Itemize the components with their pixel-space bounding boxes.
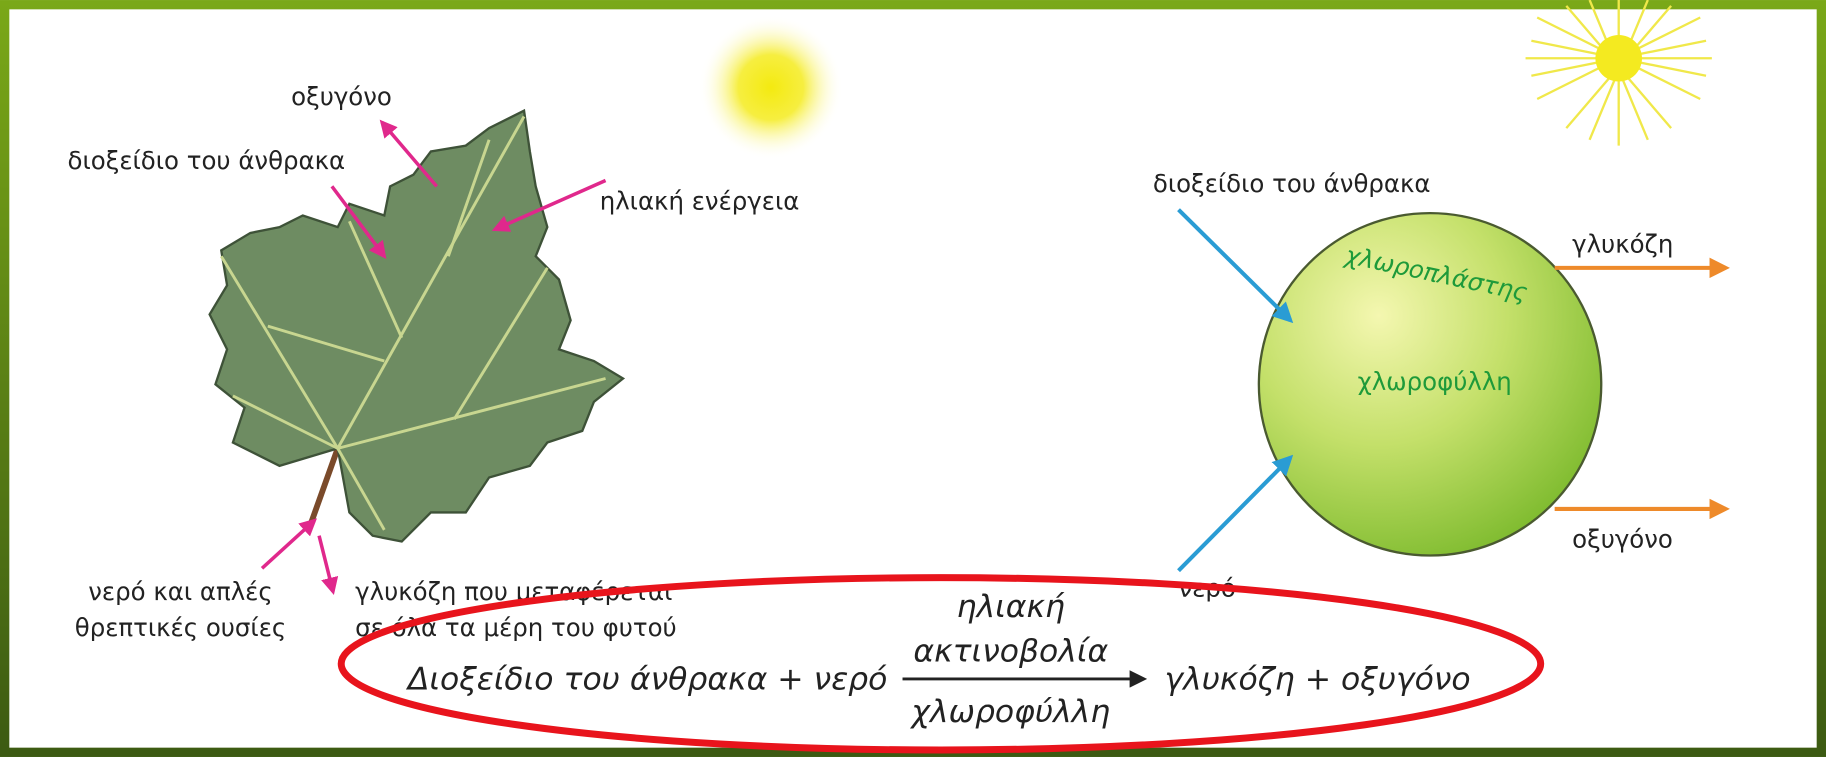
sun bbox=[699, 15, 843, 159]
leaf-co2-label: διοξείδιο του άνθρακα bbox=[68, 146, 346, 175]
sun-core bbox=[1595, 35, 1642, 82]
equation-condition: ηλιακή bbox=[957, 589, 1065, 625]
leaf-water-label: θρεπτικές ουσίες bbox=[75, 613, 287, 642]
leaf-water-label: νερό και απλές bbox=[88, 577, 272, 606]
equation-reactants: Διοξείδιο του άνθρακα + νερό bbox=[406, 661, 888, 697]
chlorophyll-label: χλωροφύλλη bbox=[1358, 367, 1512, 396]
equation-condition: ακτινοβολία bbox=[913, 633, 1108, 669]
chloroplast-co2-label: διοξείδιο του άνθρακα bbox=[1153, 169, 1431, 198]
page: οξυγόνο διοξείδιο του άνθρακα ηλιακή ενέ… bbox=[0, 0, 1826, 757]
chloroplast-glucose-label: γλυκόζη bbox=[1572, 230, 1673, 259]
equation-products: γλυκόζη + οξυγόνο bbox=[1165, 661, 1471, 697]
diagram: οξυγόνο διοξείδιο του άνθρακα ηλιακή ενέ… bbox=[0, 0, 1826, 757]
leaf-oxygen-label: οξυγόνο bbox=[291, 82, 392, 111]
equation-condition: χλωροφύλλη bbox=[909, 694, 1110, 730]
leaf-solar-label: ηλιακή ενέργεια bbox=[600, 187, 800, 216]
chloroplast-oxygen-label: οξυγόνο bbox=[1572, 524, 1673, 553]
